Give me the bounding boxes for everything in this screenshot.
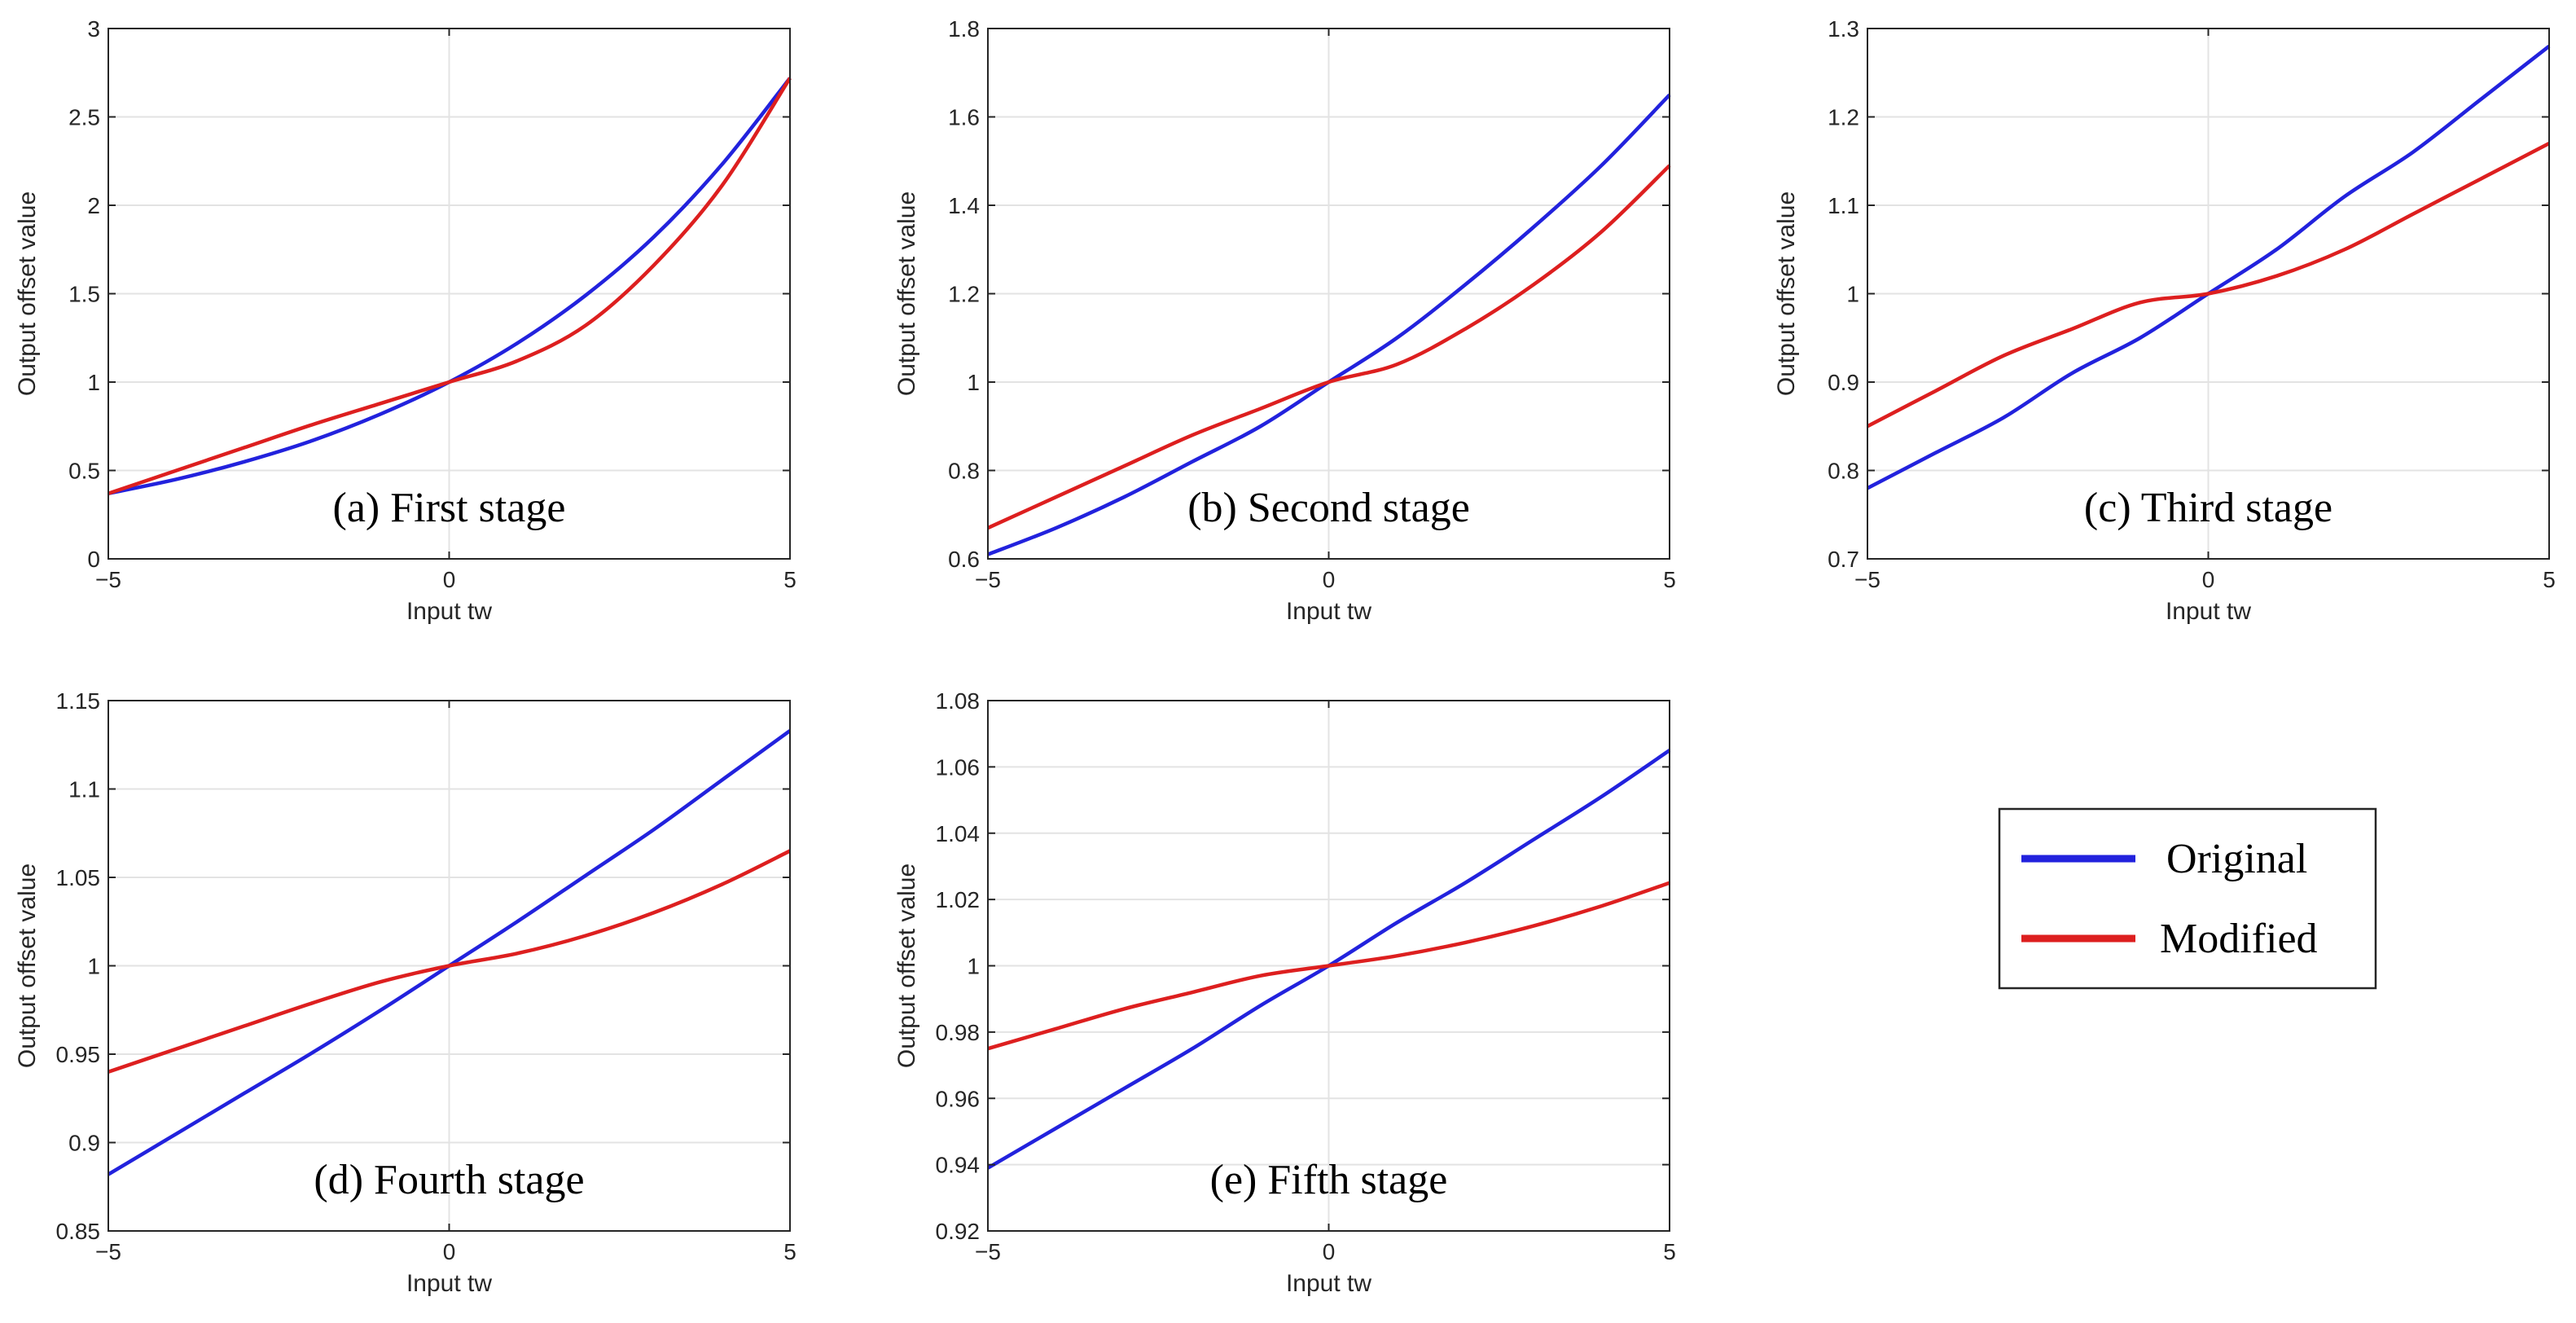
chart-b-line-original — [987, 93, 1671, 556]
chart-b: 0.6 0.8 1 1.2 1.4 1.6 1.8 −5 0 5 Input tw Output of… — [893, 16, 1676, 625]
chart-a-ytick-label-1: 0.5 — [68, 459, 100, 484]
chart-e-ytick-label-8: 1.08 — [936, 688, 981, 714]
chart-a-ytick-label-0: 0 — [87, 547, 100, 572]
chart-d-line-modified — [108, 849, 791, 1074]
chart-d-ytick-label-3: 1 — [87, 954, 100, 979]
legend-box — [1998, 807, 2377, 990]
chart-a-ytick-label-6: 3 — [87, 16, 100, 42]
chart-d-ytick-label-1: 0.9 — [68, 1131, 100, 1156]
chart-a-title: (a) First stage — [333, 485, 566, 531]
chart-c-xtick-label-1: 0 — [2202, 567, 2215, 592]
chart-d-ytick-label-0: 0.85 — [56, 1219, 101, 1244]
chart-d-xtick-label-1: 0 — [443, 1239, 456, 1264]
chart-e-xtick-label-0: −5 — [975, 1239, 1001, 1264]
chart-b-ytick-label-1: 0.8 — [948, 459, 980, 484]
chart-a-xlabel: Input tw — [406, 598, 492, 625]
chart-a-ylabel: Output offset value — [14, 191, 41, 396]
chart-b-ytick-label-6: 1.8 — [948, 16, 980, 42]
chart-d-title: (d) Fourth stage — [314, 1157, 584, 1203]
chart-e-ytick-label-7: 1.06 — [936, 754, 981, 780]
chart-e-ytick-label-2: 0.96 — [936, 1086, 981, 1111]
chart-c-ylabel: Output offset value — [1773, 191, 1800, 396]
chart-a-ytick-label-3: 1.5 — [68, 282, 100, 307]
chart-e-ytick-label-6: 1.04 — [936, 821, 981, 846]
chart-d-ytick-label-2: 0.95 — [56, 1042, 101, 1067]
chart-c-ytick-label-4: 1.1 — [1828, 193, 1859, 218]
legend: Original Modified — [1998, 807, 2377, 990]
chart-b-line-modified — [987, 164, 1671, 530]
chart-b-ytick-label-5: 1.6 — [948, 105, 980, 130]
chart-d-ytick-label-5: 1.1 — [68, 777, 100, 802]
chart-e: 0.92 0.94 0.96 0.98 1 1.02 1.04 1.06 1.08 −5 0 5 Inp… — [893, 688, 1676, 1297]
chart-e-ytick-label-0: 0.92 — [936, 1219, 981, 1244]
chart-b-xtick-label-2: 5 — [1663, 567, 1676, 592]
chart-c-line-modified — [1866, 142, 2551, 429]
chart-d-xtick-label-2: 5 — [783, 1239, 796, 1264]
chart-e-ytick-label-5: 1.02 — [936, 887, 981, 912]
chart-e-xtick-label-2: 5 — [1663, 1239, 1676, 1264]
chart-b-ytick-label-3: 1.2 — [948, 282, 980, 307]
chart-d-ytick-label-4: 1.05 — [56, 865, 101, 890]
chart-c-xtick-label-2: 5 — [2543, 567, 2556, 592]
chart-a-xtick-label-2: 5 — [783, 567, 796, 592]
chart-c-ytick-label-5: 1.2 — [1828, 105, 1859, 130]
chart-e-ytick-label-3: 0.98 — [936, 1020, 981, 1045]
chart-b-ylabel: Output offset value — [893, 191, 920, 396]
chart-b-xlabel: Input tw — [1286, 598, 1371, 625]
chart-d-xtick-label-0: −5 — [95, 1239, 121, 1264]
chart-a-line-original — [108, 77, 792, 495]
chart-c-xtick-label-0: −5 — [1854, 567, 1880, 592]
chart-b-xtick-label-1: 0 — [1323, 567, 1336, 592]
chart-e-ytick-label-4: 1 — [967, 954, 980, 979]
chart-a-ytick-label-2: 1 — [87, 370, 100, 395]
chart-c-title: (c) Third stage — [2084, 485, 2332, 531]
chart-a-line-modified — [108, 77, 792, 495]
legend-label-modified: Modified — [2160, 916, 2318, 962]
chart-e-ytick-label-1: 0.94 — [936, 1153, 981, 1178]
chart-c-ytick-label-3: 1 — [1846, 282, 1859, 307]
chart-e-ylabel: Output offset value — [893, 864, 920, 1068]
chart-d-line-original — [107, 729, 792, 1176]
chart-b-ytick-label-0: 0.6 — [948, 547, 980, 572]
chart-a-xtick-label-0: −5 — [95, 567, 121, 592]
chart-c-ytick-label-1: 0.8 — [1828, 459, 1859, 484]
chart-a-ytick-label-5: 2.5 — [68, 105, 100, 130]
chart-e-line-modified — [987, 881, 1670, 1051]
chart-b-xtick-label-0: −5 — [975, 567, 1001, 592]
chart-b-ytick-label-2: 1 — [967, 370, 980, 395]
chart-c-ytick-label-2: 0.9 — [1828, 370, 1859, 395]
chart-d: 0.85 0.9 0.95 1 1.05 1.1 1.15 −5 0 5 Input tw Outpu… — [14, 688, 796, 1297]
chart-e-xtick-label-1: 0 — [1323, 1239, 1336, 1264]
chart-c: 0.7 0.8 0.9 1 1.1 1.2 1.3 −5 0 5 Input tw Output of… — [1773, 16, 2556, 625]
chart-c-ytick-label-0: 0.7 — [1828, 547, 1859, 572]
chart-b-title: (b) Second stage — [1187, 485, 1470, 531]
legend-label-original: Original — [2166, 836, 2307, 882]
chart-d-ylabel: Output offset value — [14, 864, 41, 1068]
chart-a-xtick-label-1: 0 — [443, 567, 456, 592]
chart-d-ytick-label-6: 1.15 — [56, 688, 101, 714]
chart-e-xlabel: Input tw — [1286, 1270, 1371, 1297]
chart-c-xlabel: Input tw — [2166, 598, 2251, 625]
chart-e-title: (e) Fifth stage — [1210, 1157, 1448, 1203]
chart-a-ytick-label-4: 2 — [87, 193, 100, 218]
chart-c-ytick-label-6: 1.3 — [1828, 16, 1859, 42]
chart-b-ytick-label-4: 1.4 — [948, 193, 980, 218]
chart-d-xlabel: Input tw — [406, 1270, 492, 1297]
